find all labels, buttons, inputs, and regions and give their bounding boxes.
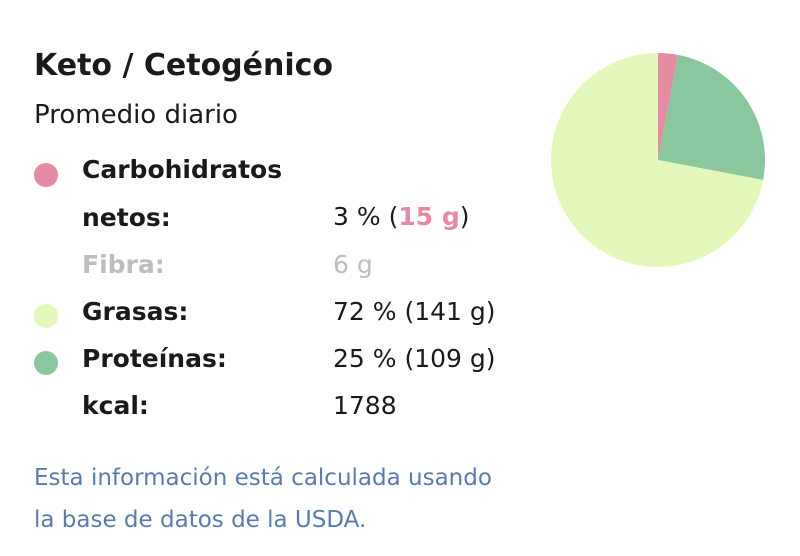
pie-slice xyxy=(551,53,764,267)
paren: ( xyxy=(404,344,415,373)
legend-dot xyxy=(34,304,58,328)
percent: 72 % xyxy=(333,297,397,326)
row-value: 25 % (109 g) xyxy=(333,344,496,373)
row-value: 72 % (141 g) xyxy=(333,297,496,326)
percent: 3 % xyxy=(333,202,381,231)
legend-dot xyxy=(34,351,58,375)
subtitle: Promedio diario xyxy=(34,100,238,130)
pie-slice xyxy=(658,53,679,160)
paren: ) xyxy=(485,297,496,326)
percent: 25 % xyxy=(333,344,397,373)
pie-chart xyxy=(551,53,765,267)
legend-dot xyxy=(34,163,58,187)
row-label: Proteínas: xyxy=(82,344,227,373)
paren: ) xyxy=(459,202,470,231)
footnote: la base de datos de la USDA. xyxy=(34,507,367,533)
grams: 141 g xyxy=(414,297,486,326)
grams: 15 g xyxy=(398,202,460,231)
row-label: Fibra: xyxy=(82,250,165,279)
paren: ( xyxy=(388,202,399,231)
paren: ( xyxy=(404,297,415,326)
paren: ) xyxy=(485,344,496,373)
row-value: 6 g xyxy=(333,250,373,279)
pie-slice xyxy=(658,54,765,181)
row-label: Grasas: xyxy=(82,297,189,326)
title: Keto / Cetogénico xyxy=(34,48,334,83)
row-label: kcal: xyxy=(82,391,149,420)
row-label: Carbohidratos netos: xyxy=(82,155,283,232)
footnote: Esta información está calculada usando xyxy=(34,465,492,491)
grams: 109 g xyxy=(414,344,486,373)
row-value: 3 % (15 g) xyxy=(333,202,469,231)
row-value: 1788 xyxy=(333,391,397,420)
